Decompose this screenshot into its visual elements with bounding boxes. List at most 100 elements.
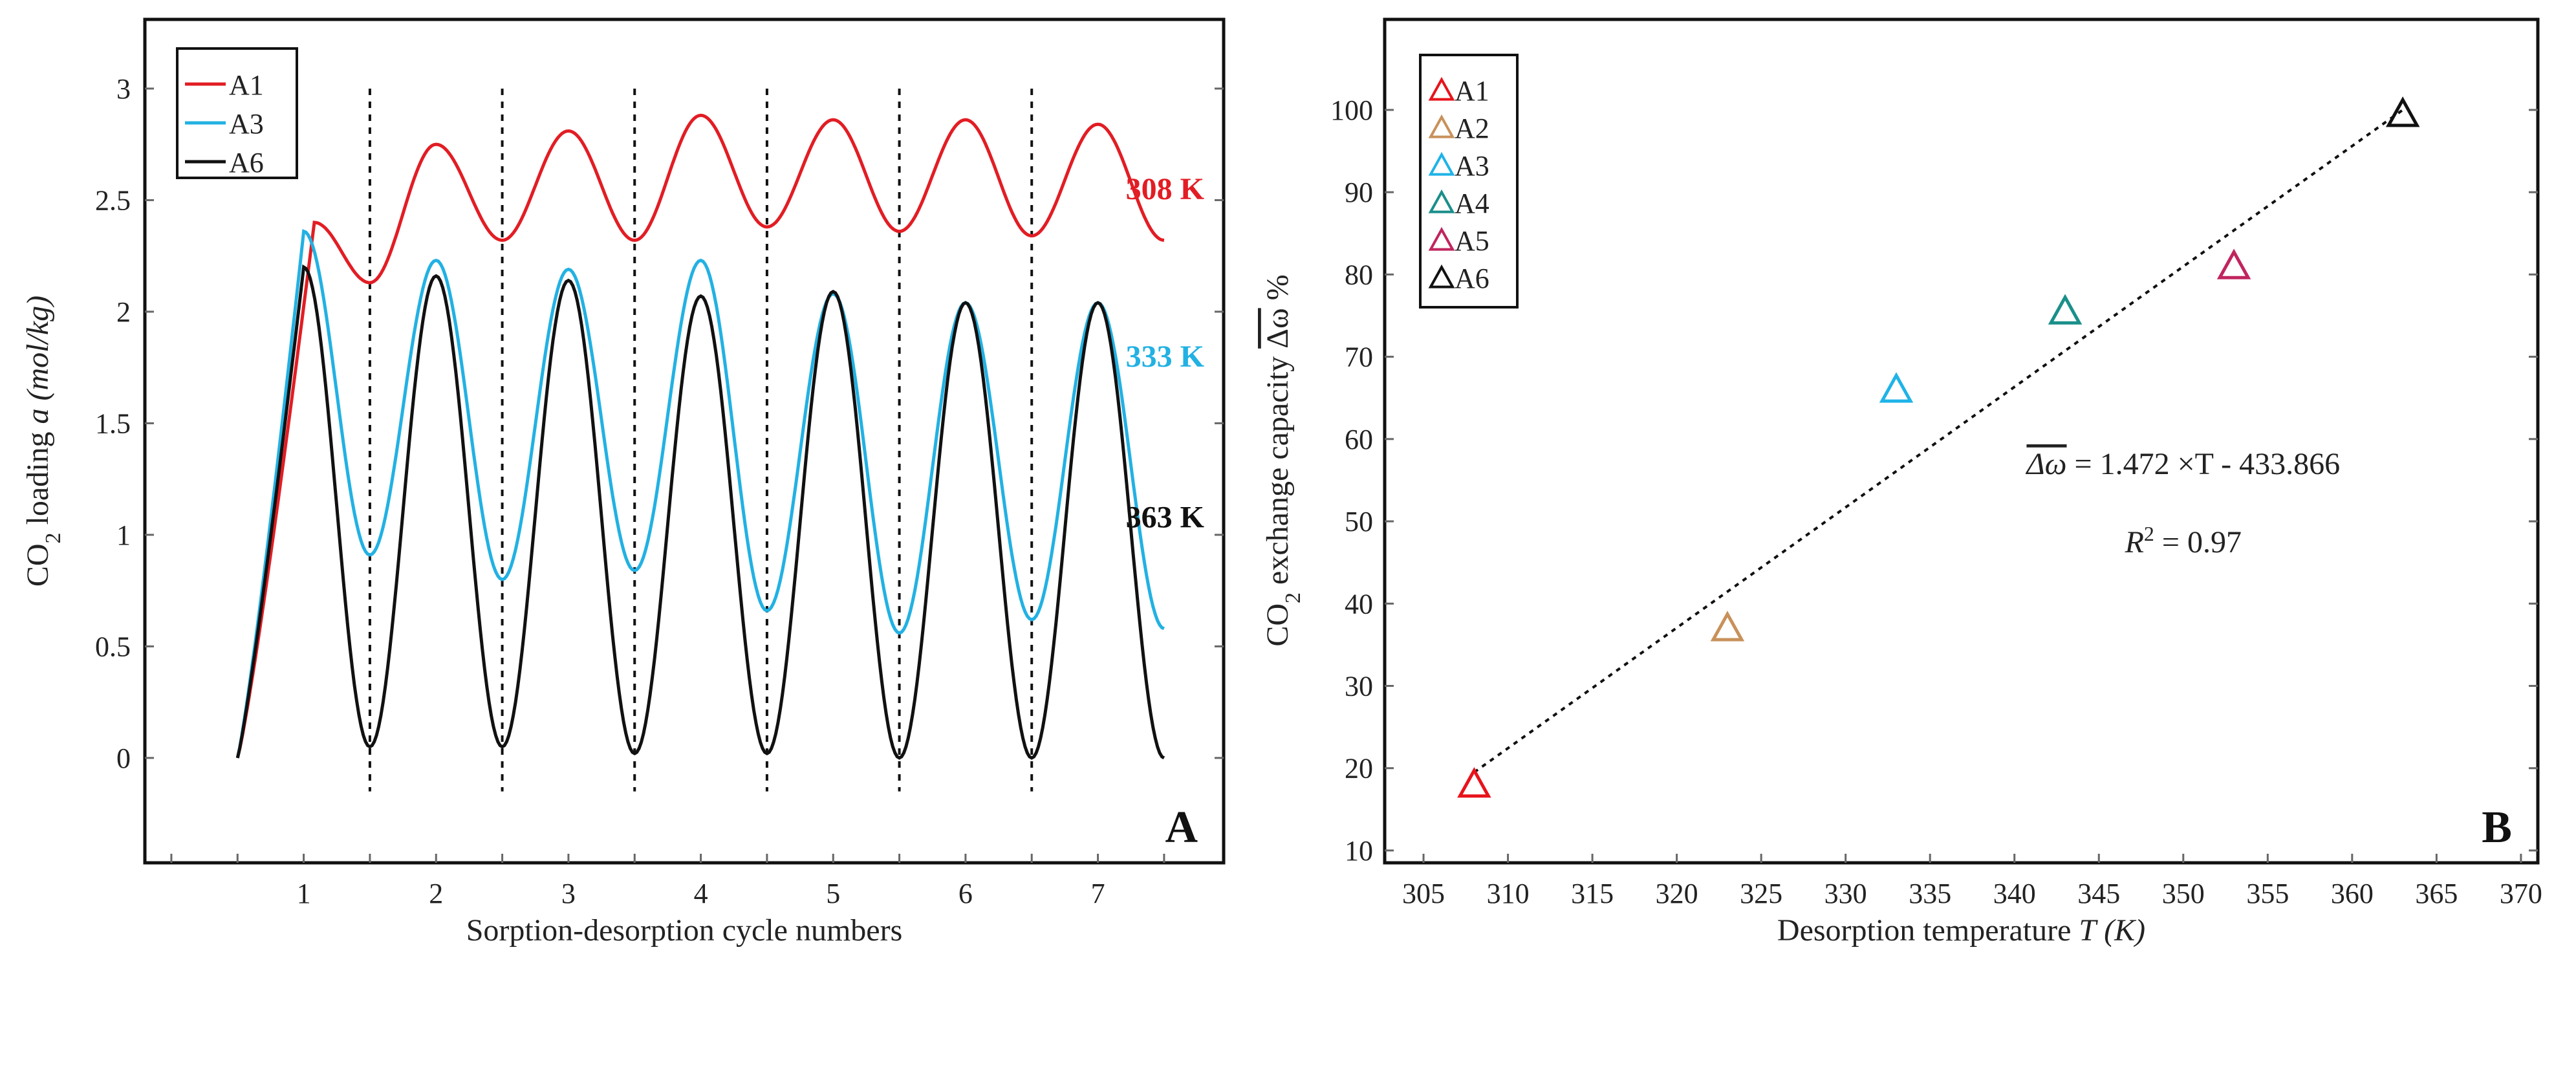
- y-tick-label: 2: [116, 296, 131, 328]
- plot-frame: [1383, 17, 2540, 865]
- x-tick-label: 315: [1571, 878, 1614, 909]
- xlabel-var: T: [2079, 913, 2098, 948]
- legend-label: A2: [1455, 113, 1489, 144]
- x-axis-label: Sorption-desorption cycle numbers: [466, 913, 903, 948]
- legend-label: A3: [1455, 150, 1489, 182]
- ylabel-var: a: [21, 408, 55, 424]
- y-tick-label: 2.5: [95, 184, 131, 216]
- x-tick-label: 1: [297, 878, 311, 909]
- y-tick-label: 0: [116, 743, 131, 774]
- panel-label: B: [2482, 803, 2512, 852]
- x-tick-label: 365: [2415, 878, 2458, 909]
- ylabel-unit: (mol/kg): [21, 296, 55, 401]
- legend-label: A3: [229, 108, 264, 140]
- data-point-a6: [2385, 96, 2420, 127]
- ylabel-post: %: [1261, 274, 1295, 308]
- xlabel-pre: Desorption temperature: [1777, 913, 2079, 948]
- series-line-a6: [235, 264, 1165, 760]
- legend-marker: [1428, 264, 1455, 288]
- plot-frame: [143, 17, 1226, 865]
- legend-label: A5: [1455, 225, 1489, 257]
- y-tick-label: 3: [116, 73, 131, 105]
- ylabel-sub: 2: [1281, 592, 1305, 603]
- ylabel-mid: loading: [21, 424, 55, 532]
- y-tick-label: 30: [1345, 670, 1373, 702]
- x-tick-label: 5: [826, 878, 840, 909]
- y-tick-label: 20: [1345, 753, 1373, 785]
- temperature-annotation: 308 K: [1126, 172, 1204, 206]
- fit-line: [1473, 109, 2404, 774]
- panel-label: A: [1165, 803, 1198, 852]
- ylabel-co: CO: [21, 543, 55, 587]
- y-axis-label: CO2 exchange capacity Δω %: [1261, 274, 1305, 646]
- legend-box: [1419, 54, 1519, 309]
- legend-label: A4: [1455, 188, 1489, 219]
- r-squared: R2 = 0.97: [2125, 522, 2242, 559]
- y-tick-label: 50: [1345, 506, 1373, 537]
- legend-box: [176, 47, 298, 179]
- y-tick-label: 60: [1345, 424, 1373, 455]
- x-tick-label: 2: [429, 878, 443, 909]
- y-tick-label: 100: [1330, 94, 1373, 126]
- y-tick-label: 1.5: [95, 407, 131, 439]
- x-tick-label: 330: [1824, 878, 1867, 909]
- equation-rest: = 1.472 ×T - 433.866: [2067, 447, 2341, 481]
- x-tick-label: 320: [1656, 878, 1698, 909]
- panel-b: 10 20 30 40 50 60 70 80 90 100 305 310 315 320 325 330 3…: [1261, 17, 2542, 948]
- x-tick-label: 3: [561, 878, 576, 909]
- legend-label: A1: [229, 69, 264, 101]
- y-tick-label: 40: [1345, 588, 1373, 620]
- x-tick-label: 7: [1091, 878, 1105, 909]
- x-tick-label: 310: [1487, 878, 1530, 909]
- x-tick-label: 355: [2246, 878, 2289, 909]
- panel-a: 0 0.5 1 1.5 2 2.5 3 1 2 3 4 5 6 7 Sorption-desorption …: [21, 17, 1226, 948]
- equation-overline: Δω: [2025, 447, 2066, 481]
- legend: A1 A2 A3 A4 A5 A6: [1419, 54, 1519, 309]
- temperature-annotation: 363 K: [1126, 500, 1204, 534]
- legend-label: A1: [1455, 75, 1489, 107]
- y-tick-label: 10: [1345, 835, 1373, 867]
- y-tick-label: 0.5: [95, 631, 131, 662]
- x-tick-label: 325: [1740, 878, 1782, 909]
- legend-marker: [1428, 226, 1455, 251]
- ylabel-co: CO: [1261, 603, 1295, 647]
- legend-marker: [1428, 76, 1455, 101]
- x-tick-label: 305: [1402, 878, 1445, 909]
- legend-label: A6: [229, 147, 264, 179]
- x-tick-label: 4: [694, 878, 708, 909]
- xlabel-space: [2096, 913, 2104, 948]
- y-tick-label: 1: [116, 519, 131, 551]
- legend-marker: [1428, 114, 1455, 138]
- y-tick-label: 80: [1345, 259, 1373, 290]
- y-axis-label: CO2 loading a (mol/kg): [21, 296, 65, 587]
- data-point-a2: [1710, 611, 1745, 642]
- ylabel-mid: exchange capacity: [1261, 349, 1295, 592]
- series-line-a3: [235, 229, 1165, 759]
- r-sup: 2: [2144, 522, 2154, 545]
- y-tick-label: 90: [1345, 177, 1373, 208]
- xlabel-unit: (K): [2104, 913, 2145, 948]
- legend-label: A6: [1455, 263, 1489, 294]
- x-tick-label: 340: [1993, 878, 2036, 909]
- x-tick-label: 335: [1909, 878, 1951, 909]
- ylabel-overline: Δω: [1261, 308, 1295, 348]
- fit-equation: Δω = 1.472 ×T - 433.866: [2025, 447, 2340, 481]
- x-tick-label: 350: [2162, 878, 2205, 909]
- data-point-a5: [2216, 248, 2251, 279]
- legend-marker: [1428, 151, 1455, 176]
- x-tick-label: 370: [2500, 878, 2542, 909]
- x-axis-label: Desorption temperature T (K): [1777, 913, 2145, 948]
- data-point-a4: [2048, 294, 2083, 325]
- r-var: R: [2125, 525, 2144, 559]
- r-rest: = 0.97: [2154, 525, 2242, 559]
- x-tick-label: 360: [2331, 878, 2374, 909]
- ylabel-space: [21, 400, 55, 408]
- temperature-annotation: 333 K: [1126, 340, 1204, 374]
- x-tick-label: 345: [2077, 878, 2120, 909]
- legend-marker: [1428, 189, 1455, 213]
- ylabel-sub: 2: [41, 532, 65, 543]
- x-tick-label: 6: [958, 878, 973, 909]
- y-tick-label: 70: [1345, 341, 1373, 373]
- data-point-a1: [1457, 766, 1491, 798]
